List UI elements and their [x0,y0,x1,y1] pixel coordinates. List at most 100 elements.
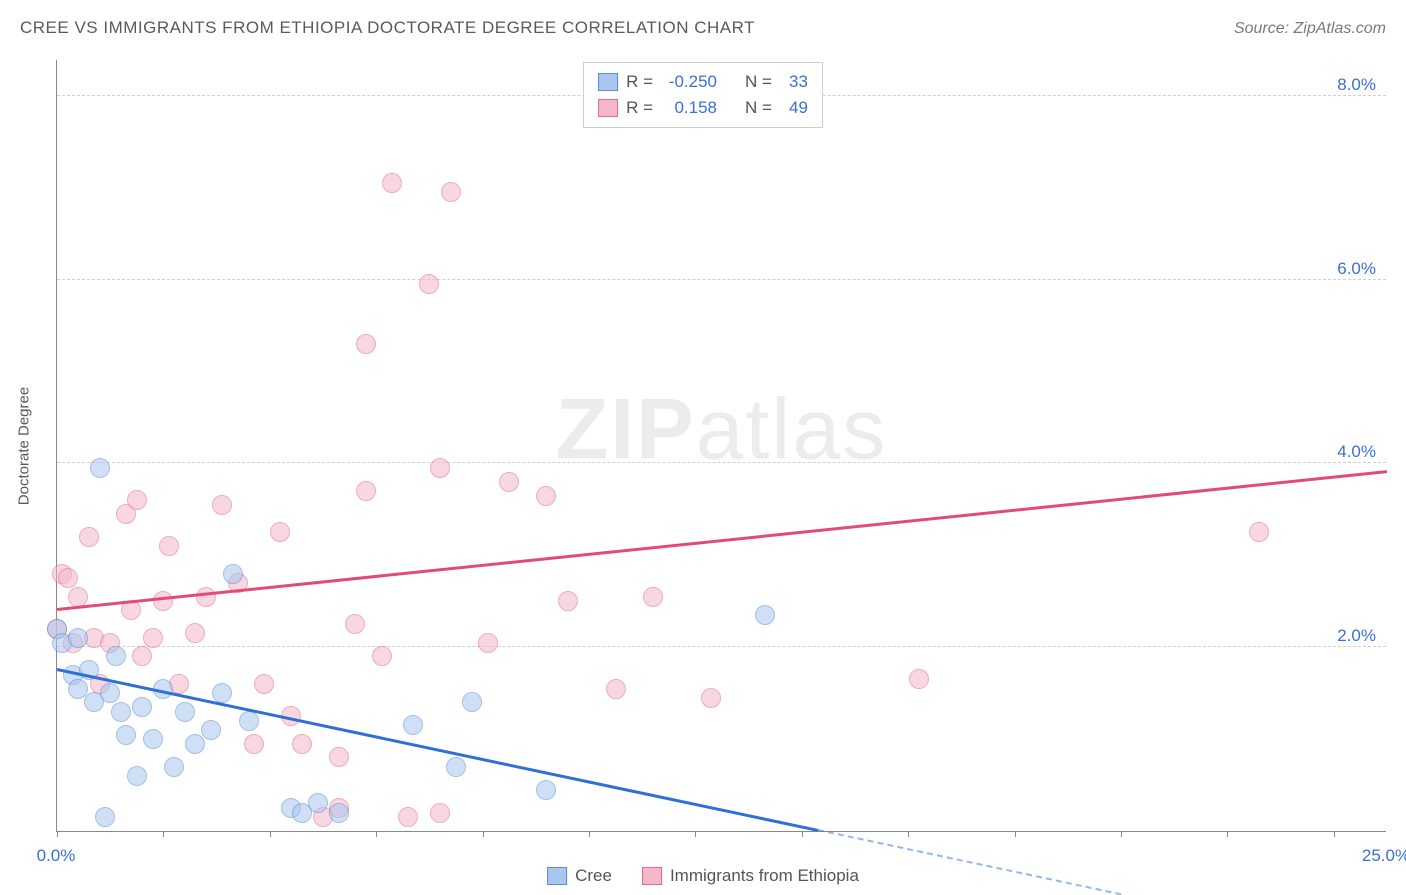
data-point [403,715,423,735]
data-point [132,697,152,717]
data-point [462,692,482,712]
data-point [1249,522,1269,542]
data-point [196,587,216,607]
r-value-ethiopia: 0.158 [661,95,717,121]
legend-stats: R = -0.250 N = 33 R = 0.158 N = 49 [583,62,823,128]
data-point [755,605,775,625]
data-point [175,702,195,722]
r-value-cree: -0.250 [661,69,717,95]
x-tick [589,831,590,837]
data-point [536,780,556,800]
legend-stats-row-cree: R = -0.250 N = 33 [598,69,808,95]
data-point [143,729,163,749]
data-point [606,679,626,699]
data-point [79,527,99,547]
correlation-chart: CREE VS IMMIGRANTS FROM ETHIOPIA DOCTORA… [0,0,1406,892]
data-point [223,564,243,584]
chart-title: CREE VS IMMIGRANTS FROM ETHIOPIA DOCTORA… [20,18,755,38]
x-tick-label-max: 25.0% [1362,846,1406,866]
trend-line-dashed [818,829,1122,895]
data-point [201,720,221,740]
y-tick-label: 6.0% [1337,259,1376,279]
watermark: ZIPatlas [556,381,887,480]
data-point [441,182,461,202]
x-tick [270,831,271,837]
data-point [185,734,205,754]
data-point [127,766,147,786]
data-point [701,688,721,708]
data-point [419,274,439,294]
data-point [164,757,184,777]
y-tick-label: 8.0% [1337,75,1376,95]
legend-stats-row-ethiopia: R = 0.158 N = 49 [598,95,808,121]
swatch-cree [598,73,618,91]
trend-line [57,470,1387,610]
data-point [95,807,115,827]
x-tick [1334,831,1335,837]
y-tick-label: 2.0% [1337,626,1376,646]
data-point [329,803,349,823]
y-tick-label: 4.0% [1337,442,1376,462]
data-point [106,646,126,666]
data-point [643,587,663,607]
data-point [159,536,179,556]
x-tick [376,831,377,837]
x-tick [802,831,803,837]
gridline [57,646,1386,647]
data-point [356,481,376,501]
legend-series: Cree Immigrants from Ethiopia [547,866,859,886]
data-point [478,633,498,653]
data-point [212,495,232,515]
data-point [446,757,466,777]
data-point [558,591,578,611]
data-point [356,334,376,354]
x-tick [908,831,909,837]
y-axis-title: Doctorate Degree [16,387,33,505]
data-point [329,747,349,767]
chart-source: Source: ZipAtlas.com [1234,20,1386,38]
data-point [68,628,88,648]
data-point [345,614,365,634]
data-point [254,674,274,694]
data-point [239,711,259,731]
data-point [143,628,163,648]
data-point [68,587,88,607]
legend-item-cree: Cree [547,866,612,886]
swatch-ethiopia [598,99,618,117]
x-tick [57,831,58,837]
x-tick [695,831,696,837]
n-value-ethiopia: 49 [780,95,808,121]
data-point [127,490,147,510]
data-point [292,734,312,754]
data-point [116,725,136,745]
gridline [57,462,1386,463]
x-tick [1227,831,1228,837]
swatch-ethiopia-icon [642,867,662,885]
data-point [430,458,450,478]
legend-item-ethiopia: Immigrants from Ethiopia [642,866,859,886]
data-point [430,803,450,823]
x-tick [1121,831,1122,837]
x-tick [1015,831,1016,837]
data-point [58,568,78,588]
data-point [308,793,328,813]
data-point [909,669,929,689]
data-point [90,458,110,478]
data-point [212,683,232,703]
data-point [270,522,290,542]
data-point [153,591,173,611]
gridline [57,279,1386,280]
data-point [382,173,402,193]
x-tick [483,831,484,837]
data-point [244,734,264,754]
data-point [536,486,556,506]
n-value-cree: 33 [780,69,808,95]
data-point [100,683,120,703]
plot-area: ZIPatlas 2.0% 4.0% 6.0% 8.0% [56,60,1386,832]
data-point [111,702,131,722]
x-tick [163,831,164,837]
x-tick-label-min: 0.0% [37,846,76,866]
data-point [185,623,205,643]
data-point [132,646,152,666]
data-point [372,646,392,666]
